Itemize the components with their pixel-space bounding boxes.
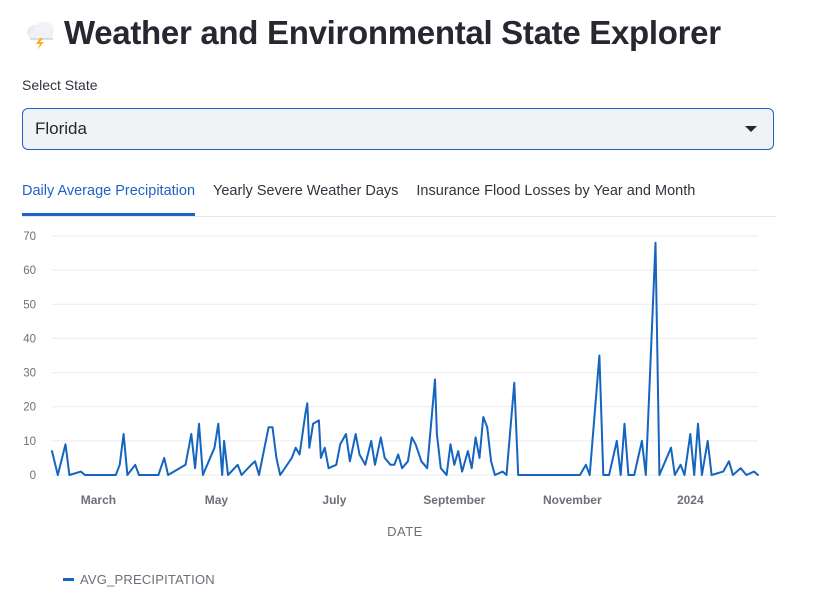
title-row: Weather and Environmental State Explorer <box>22 14 721 52</box>
cloud-lightning-icon <box>27 21 54 50</box>
page-title: Weather and Environmental State Explorer <box>64 14 721 51</box>
x-tick-label: September <box>423 493 485 507</box>
legend-swatch <box>63 578 74 581</box>
y-tick-label: 70 <box>23 231 36 243</box>
x-tick-label: March <box>81 493 116 507</box>
y-tick-label: 10 <box>23 436 36 448</box>
y-tick-label: 60 <box>23 265 36 277</box>
state-select-label: Select State <box>22 77 98 93</box>
x-tick-label: November <box>543 493 602 507</box>
y-tick-label: 50 <box>23 299 36 311</box>
x-tick-label: 2024 <box>677 493 704 507</box>
y-tick-label: 40 <box>23 333 36 345</box>
x-tick-label: May <box>205 493 229 507</box>
tab-insurance-flood-losses[interactable]: Insurance Flood Losses by Year and Month <box>416 183 696 199</box>
x-axis-title: DATE <box>387 524 423 539</box>
y-tick-label: 0 <box>30 470 36 482</box>
tab-daily-average-precipitation[interactable]: Daily Average Precipitation <box>22 176 196 216</box>
series-line-avg-precipitation <box>51 241 759 476</box>
chevron-down-icon <box>745 126 757 132</box>
precipitation-line-chart[interactable]: 0 10 20 30 40 50 60 70 March May July September Nove… <box>0 225 813 555</box>
tab-bar: Daily Average Precipitation Yearly Sever… <box>22 176 776 217</box>
chart-legend: AVG_PRECIPITATION <box>63 572 215 587</box>
state-select-value: Florida <box>35 119 87 138</box>
tab-yearly-severe-weather-days[interactable]: Yearly Severe Weather Days <box>213 183 399 199</box>
y-tick-label: 20 <box>23 402 36 414</box>
legend-label: AVG_PRECIPITATION <box>80 572 215 587</box>
y-tick-label: 30 <box>23 368 36 380</box>
x-tick-label: July <box>322 493 346 507</box>
state-select[interactable]: Florida <box>22 108 774 150</box>
